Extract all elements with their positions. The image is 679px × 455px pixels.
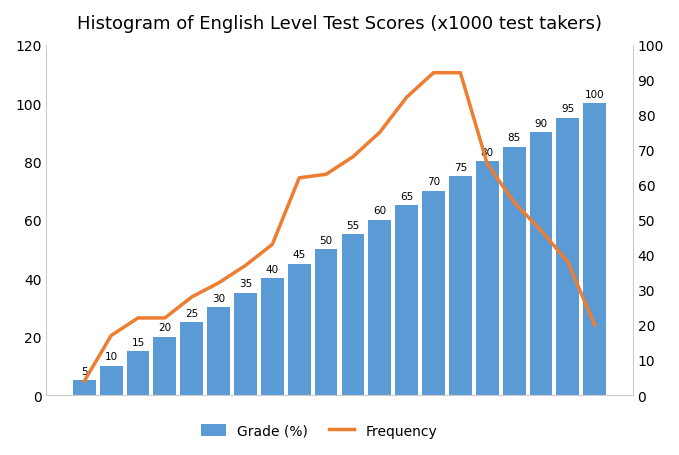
Frequency [375, 130, 384, 136]
Bar [181, 322, 203, 395]
Bar [234, 293, 257, 395]
Bar [207, 308, 230, 395]
Bar [369, 220, 391, 395]
Frequency [80, 379, 88, 384]
Text: 85: 85 [507, 133, 521, 143]
Text: 65: 65 [400, 192, 414, 202]
Frequency [161, 315, 169, 321]
Bar [395, 206, 418, 395]
Bar [126, 351, 149, 395]
Frequency [456, 71, 464, 76]
Frequency [429, 71, 437, 76]
Frequency [134, 315, 142, 321]
Text: 10: 10 [105, 352, 117, 362]
Text: 95: 95 [562, 104, 574, 114]
Bar [342, 235, 365, 395]
Text: 40: 40 [265, 264, 279, 274]
Text: 30: 30 [212, 293, 225, 303]
Frequency [591, 323, 599, 328]
Frequency [483, 162, 492, 167]
Bar [261, 278, 284, 395]
Text: 75: 75 [454, 162, 467, 172]
Bar [73, 380, 96, 395]
Bar [153, 337, 177, 395]
Text: 80: 80 [481, 148, 494, 158]
Bar [476, 162, 498, 395]
Frequency [349, 155, 357, 160]
Frequency [268, 242, 276, 248]
Line: Frequency: Frequency [84, 74, 595, 381]
Text: 25: 25 [185, 308, 198, 318]
Frequency [537, 228, 545, 233]
Text: 100: 100 [585, 90, 604, 100]
Frequency [107, 333, 115, 339]
Bar [502, 147, 526, 395]
Bar [100, 366, 123, 395]
Frequency [564, 260, 572, 265]
Text: 60: 60 [373, 206, 386, 216]
Frequency [295, 176, 304, 181]
Bar [422, 191, 445, 395]
Text: 5: 5 [81, 366, 88, 376]
Text: 20: 20 [158, 323, 172, 333]
Text: 15: 15 [132, 337, 145, 347]
Text: 45: 45 [293, 250, 306, 260]
Frequency [510, 200, 518, 206]
Bar [556, 118, 579, 395]
Text: 70: 70 [427, 177, 440, 187]
Text: 55: 55 [346, 221, 360, 231]
Bar [288, 264, 310, 395]
Legend: Grade (%), Frequency: Grade (%), Frequency [196, 419, 443, 444]
Bar [449, 177, 472, 395]
Frequency [215, 281, 223, 286]
Frequency [187, 294, 196, 300]
Bar [314, 249, 337, 395]
Bar [530, 133, 553, 395]
Frequency [403, 95, 411, 101]
Frequency [242, 263, 250, 268]
Text: 90: 90 [534, 119, 547, 129]
Text: 50: 50 [320, 235, 333, 245]
Bar [583, 104, 606, 395]
Text: 35: 35 [239, 279, 252, 289]
Frequency [322, 172, 330, 177]
Title: Histogram of English Level Test Scores (x1000 test takers): Histogram of English Level Test Scores (… [77, 15, 602, 33]
